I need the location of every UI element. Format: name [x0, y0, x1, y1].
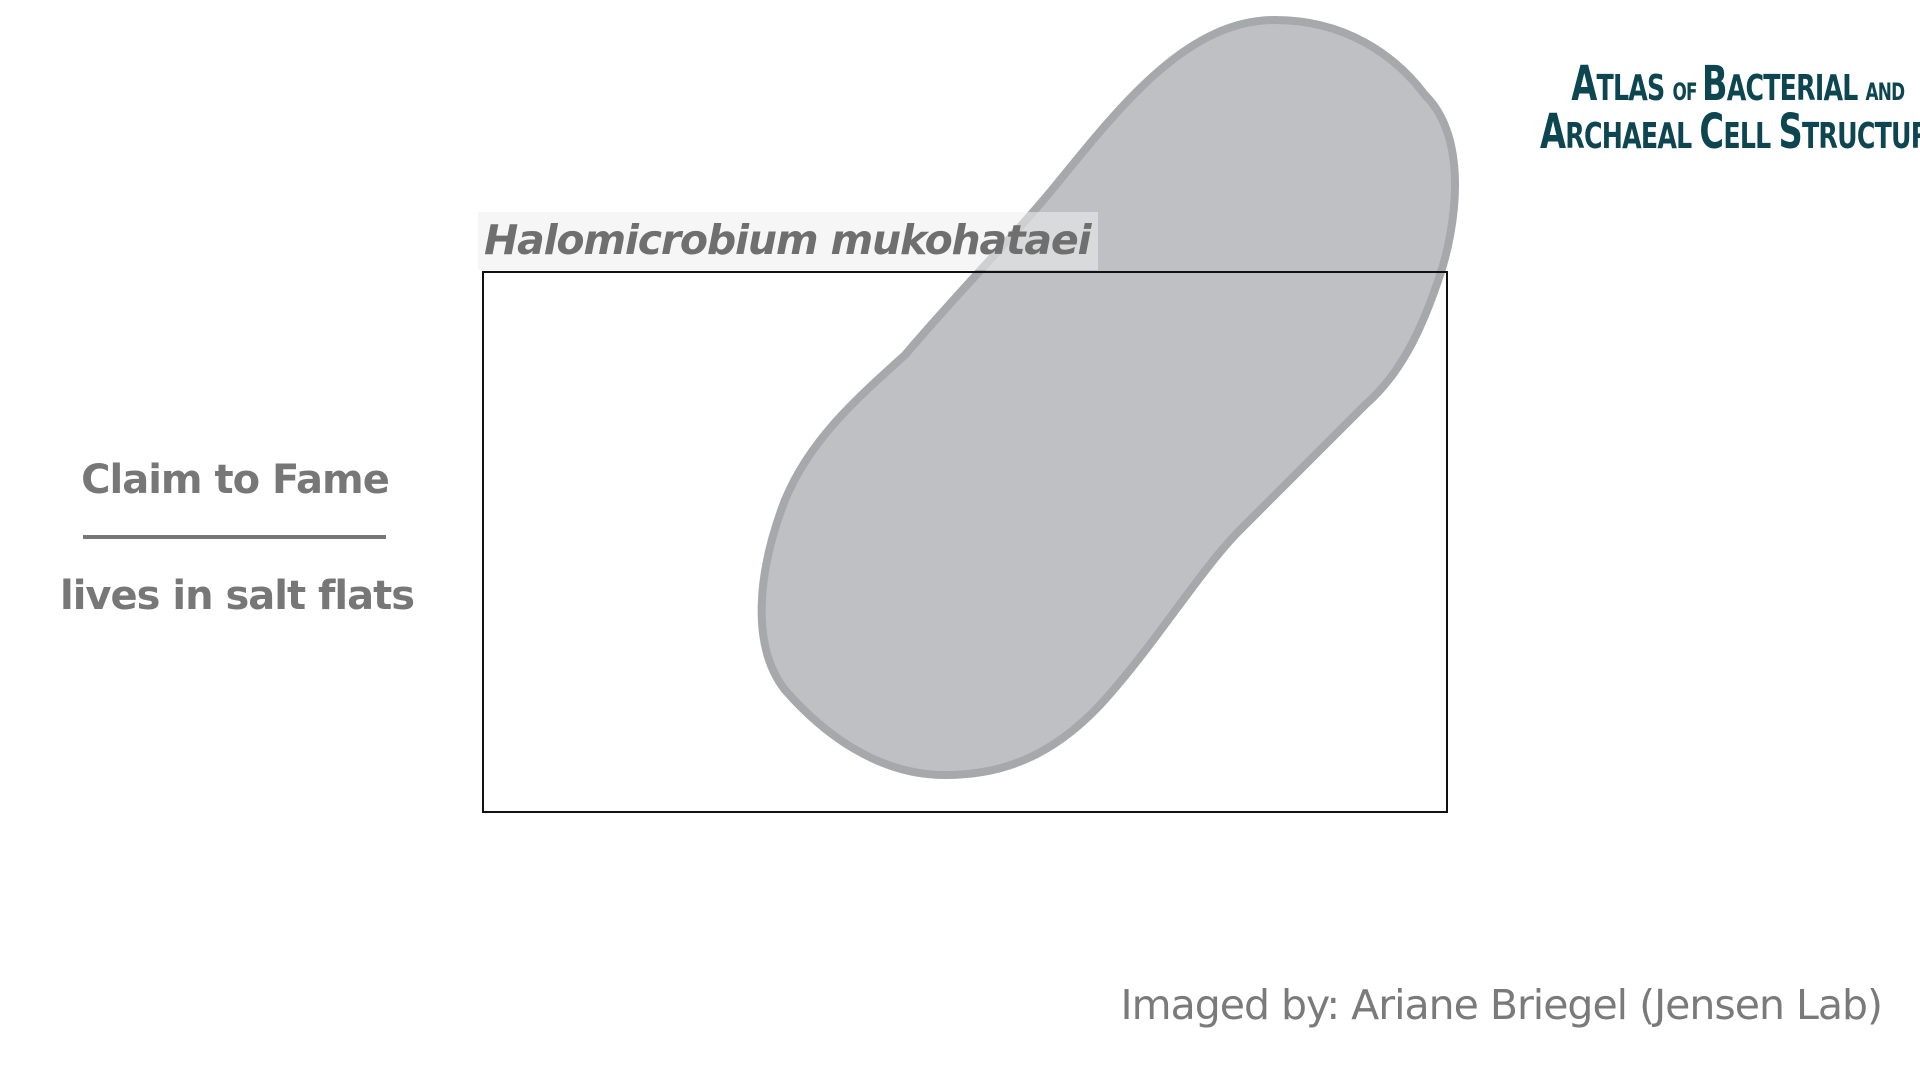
- logo-fragment: ACTERIAL: [1726, 68, 1866, 109]
- image-frame: [482, 271, 1448, 813]
- species-title: Halomicrobium mukohataei: [478, 212, 1099, 270]
- logo-line-1: ATLAS OF BACTERIAL AND: [1571, 60, 1905, 109]
- cell-shape: [757, 15, 1459, 780]
- claim-to-fame-heading: Claim to Fame: [81, 457, 390, 503]
- claim-to-fame-text: lives in salt flats: [60, 573, 415, 619]
- logo-fragment: TLAS: [1596, 68, 1673, 109]
- atlas-logo: ATLAS OF BACTERIAL AND ARCHAEAL CELL STR…: [1540, 60, 1920, 157]
- logo-fragment: OF: [1672, 78, 1702, 106]
- logo-fragment: AND: [1865, 78, 1906, 106]
- logo-fragment: RCHAEAL: [1565, 116, 1700, 157]
- logo-fragment: ELL: [1723, 116, 1779, 157]
- logo-fragment: B: [1701, 56, 1728, 112]
- logo-fragment: S: [1778, 104, 1802, 160]
- logo-fragment: C: [1699, 104, 1724, 160]
- claim-to-fame-divider: [83, 535, 386, 539]
- logo-fragment: A: [1571, 56, 1597, 112]
- logo-fragment: TRUCTURE: [1801, 116, 1920, 157]
- logo-line-2: ARCHAEAL CELL STRUCTURE: [1540, 108, 1920, 157]
- logo-fragment: A: [1540, 104, 1566, 160]
- imaged-by-credit: Imaged by: Ariane Briegel (Jensen Lab): [1120, 981, 1883, 1029]
